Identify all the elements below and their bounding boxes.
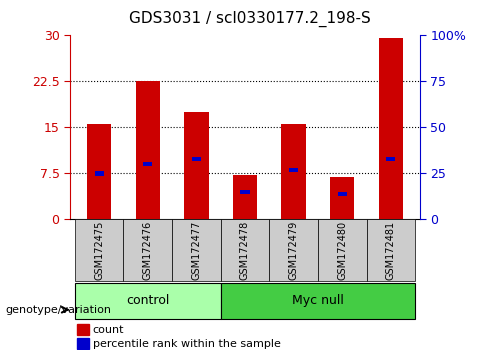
Bar	[318, 219, 366, 281]
Bar	[220, 283, 415, 319]
Bar	[378, 39, 403, 219]
Bar	[192, 156, 201, 161]
Bar	[270, 219, 318, 281]
Bar	[330, 177, 354, 219]
Bar	[143, 162, 152, 166]
Bar	[289, 168, 298, 172]
Text: GSM172481: GSM172481	[386, 221, 396, 280]
Bar	[77, 338, 89, 349]
Bar	[75, 219, 124, 281]
Bar	[220, 219, 270, 281]
Bar	[184, 112, 208, 219]
Bar	[386, 156, 396, 161]
Bar	[136, 81, 160, 219]
Bar	[282, 124, 306, 219]
Bar	[366, 219, 415, 281]
Bar	[77, 324, 89, 335]
Text: GSM172477: GSM172477	[192, 221, 202, 280]
Bar	[124, 219, 172, 281]
Bar	[240, 190, 250, 194]
Bar	[75, 283, 221, 319]
Bar	[172, 219, 220, 281]
Text: GSM172480: GSM172480	[337, 221, 347, 280]
Text: GSM172479: GSM172479	[288, 221, 298, 280]
Text: percentile rank within the sample: percentile rank within the sample	[93, 339, 280, 349]
Text: control: control	[126, 295, 170, 307]
Text: GSM172478: GSM172478	[240, 221, 250, 280]
Bar	[233, 175, 257, 219]
Text: count: count	[93, 325, 124, 335]
Bar	[87, 124, 112, 219]
Text: genotype/variation: genotype/variation	[5, 305, 111, 315]
Text: GSM172475: GSM172475	[94, 221, 104, 280]
Bar	[338, 192, 347, 196]
Text: GDS3031 / scl0330177.2_198-S: GDS3031 / scl0330177.2_198-S	[129, 11, 371, 27]
Text: GSM172476: GSM172476	[143, 221, 153, 280]
Bar	[94, 171, 104, 176]
Text: Myc null: Myc null	[292, 295, 344, 307]
